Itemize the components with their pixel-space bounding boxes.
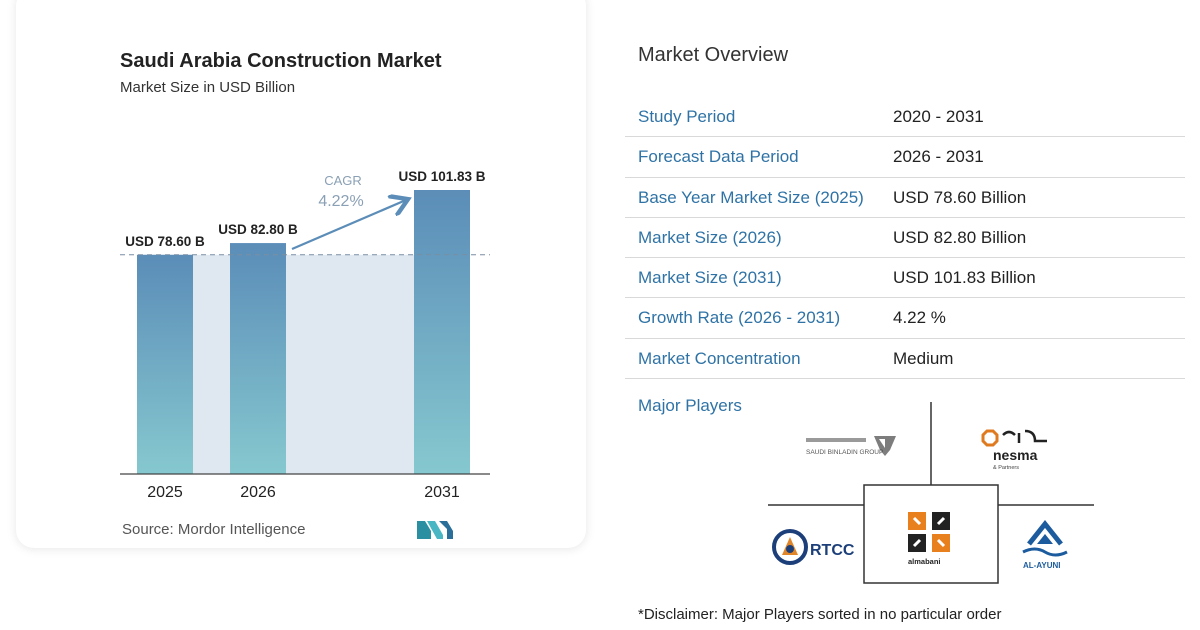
overview-row: Market Size (2031) USD 101.83 Billion	[625, 258, 1185, 299]
overview-key: Market Size (2031)	[638, 268, 782, 288]
binladin-logo-icon: SAUDI BINLADIN GROUP	[806, 436, 896, 456]
chart-subtitle: Market Size in USD Billion	[120, 79, 296, 96]
cagr-value: 4.22%	[318, 193, 363, 210]
overview-row: Forecast Data Period 2026 - 2031	[625, 137, 1185, 178]
rtcc-logo-icon: RTCC	[772, 529, 855, 565]
overview-value: USD 78.60 Billion	[893, 187, 1027, 207]
disclaimer: *Disclaimer: Major Players sorted in no …	[638, 606, 1002, 623]
binladin-logo: SAUDI BINLADIN GROUP	[800, 430, 905, 464]
tick-label-2026: 2026	[240, 484, 276, 501]
nesma-logo-icon: nesma & Partners	[981, 429, 1047, 471]
al-ayuni-logo-icon: AL-AYUNI	[1022, 520, 1068, 570]
nesma-logo: nesma & Partners	[975, 427, 1050, 473]
cagr-arrow	[291, 200, 406, 251]
chart-title: Saudi Arabia Construction Market	[120, 50, 442, 72]
overview-title: Market Overview	[638, 44, 789, 66]
overview-row: Study Period 2020 - 2031	[625, 97, 1185, 138]
rtcc-logo: RTCC	[770, 525, 860, 569]
al-ayuni-name: AL-AYUNI	[1023, 561, 1060, 570]
bar-chart: 2025 2026 2031 USD 78.60 B USD 82.80 B USD 10…	[120, 169, 490, 501]
overview-row: Market Concentration Medium	[625, 339, 1185, 380]
overview-key: Base Year Market Size (2025)	[638, 187, 864, 207]
rtcc-name: RTCC	[810, 542, 855, 559]
bar-2026	[230, 243, 286, 474]
overview-row: Market Size (2026) USD 82.80 Billion	[625, 218, 1185, 259]
data-label-2026: USD 82.80 B	[218, 222, 298, 237]
overview-key: Market Concentration	[638, 348, 801, 368]
bar-2031	[414, 190, 470, 474]
nesma-name: nesma	[993, 447, 1038, 463]
tick-label-2025: 2025	[147, 484, 183, 501]
almabani-logo: almabani	[900, 508, 962, 568]
overview-value: 2020 - 2031	[893, 107, 984, 126]
overview-table: Study Period 2020 - 2031 Forecast Data Pe…	[625, 97, 1185, 380]
overview-value: USD 101.83 Billion	[893, 268, 1036, 288]
source-note: Source: Mordor Intelligence	[122, 521, 306, 538]
overview-value: Medium	[893, 348, 954, 368]
overview-key: Market Size (2026)	[638, 227, 782, 247]
overview-value: 2026 - 2031	[893, 147, 984, 167]
overview-row: Growth Rate (2026 - 2031) 4.22 %	[625, 298, 1185, 339]
almabani-logo-icon: almabani	[908, 512, 950, 566]
overview-row: Base Year Market Size (2025) USD 78.60 Bi…	[625, 178, 1185, 218]
bar-2025	[137, 254, 193, 474]
nesma-sub: & Partners	[993, 465, 1019, 471]
overview-key: Forecast Data Period	[638, 147, 799, 167]
data-label-2025: USD 78.60 B	[125, 234, 205, 249]
major-players-label: Major Players	[638, 396, 742, 415]
overview-key: Study Period	[638, 107, 736, 126]
cagr-label: CAGR	[324, 173, 362, 188]
overview-value: USD 82.80 Billion	[893, 227, 1027, 247]
data-label-2031: USD 101.83 B	[398, 169, 485, 184]
tick-label-2031: 2031	[424, 484, 460, 501]
overview-key: Growth Rate (2026 - 2031)	[638, 308, 841, 328]
al-ayuni-logo: AL-AYUNI	[1015, 520, 1075, 572]
mordor-intelligence-logo-icon	[417, 521, 453, 539]
almabani-name: almabani	[908, 557, 941, 566]
overview-value: 4.22 %	[893, 308, 946, 328]
binladin-name: SAUDI BINLADIN GROUP	[806, 449, 883, 456]
